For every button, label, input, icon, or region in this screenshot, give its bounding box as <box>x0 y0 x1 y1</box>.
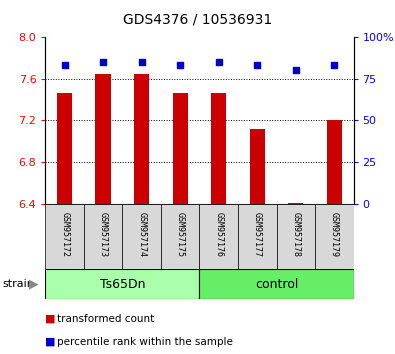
Bar <box>288 202 303 204</box>
Bar <box>45 204 84 269</box>
Text: GSM957172: GSM957172 <box>60 212 69 257</box>
Bar <box>122 204 161 269</box>
Bar <box>327 120 342 204</box>
Text: GSM957175: GSM957175 <box>176 212 185 257</box>
Text: GSM957174: GSM957174 <box>137 212 146 257</box>
Bar <box>199 269 354 299</box>
Bar <box>250 129 265 204</box>
Text: ■: ■ <box>45 314 56 324</box>
Bar <box>134 74 149 204</box>
Text: ▶: ▶ <box>29 278 38 291</box>
Text: ■: ■ <box>45 337 56 347</box>
Text: GSM957177: GSM957177 <box>253 212 262 257</box>
Point <box>139 59 145 65</box>
Text: GSM957178: GSM957178 <box>291 212 300 257</box>
Point <box>254 63 260 68</box>
Bar <box>238 204 276 269</box>
Bar <box>199 204 238 269</box>
Point <box>177 63 183 68</box>
Text: GSM957173: GSM957173 <box>99 212 108 257</box>
Text: control: control <box>255 278 298 291</box>
Bar <box>276 204 315 269</box>
Text: GDS4376 / 10536931: GDS4376 / 10536931 <box>123 12 272 27</box>
Text: Ts65Dn: Ts65Dn <box>100 278 145 291</box>
Point <box>216 59 222 65</box>
Text: GSM957179: GSM957179 <box>330 212 339 257</box>
Bar <box>84 204 122 269</box>
Point <box>293 68 299 73</box>
Text: GSM957176: GSM957176 <box>214 212 223 257</box>
Bar <box>173 93 188 204</box>
Bar <box>161 204 199 269</box>
Text: percentile rank within the sample: percentile rank within the sample <box>57 337 233 347</box>
Bar <box>45 269 199 299</box>
Point <box>331 63 337 68</box>
Text: strain: strain <box>2 279 34 289</box>
Text: transformed count: transformed count <box>57 314 154 324</box>
Bar <box>57 93 72 204</box>
Bar <box>315 204 354 269</box>
Bar <box>96 74 111 204</box>
Point <box>62 63 68 68</box>
Bar <box>211 93 226 204</box>
Point <box>100 59 106 65</box>
